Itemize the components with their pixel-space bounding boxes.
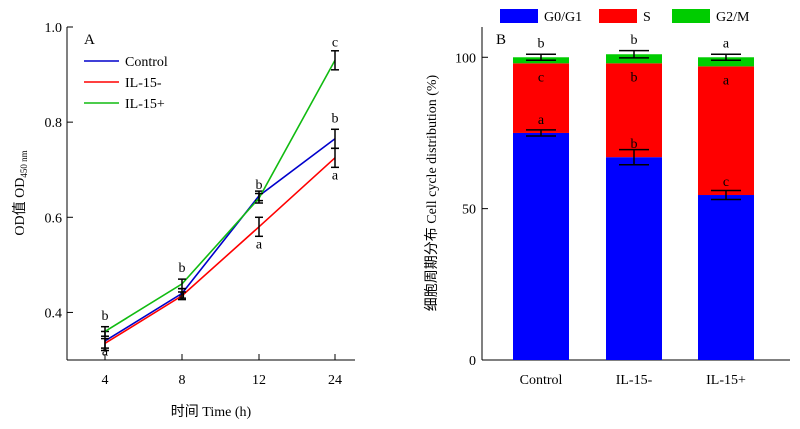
significance-label: a — [102, 344, 109, 359]
series-line-control — [104, 138, 336, 342]
bar-segment-s — [698, 66, 754, 196]
error-bar — [331, 50, 339, 71]
legend-a: Control IL-15- IL-15+ — [84, 55, 168, 112]
y-tick-label: 100 — [455, 51, 476, 66]
legend-label: G0/G1 — [544, 10, 582, 25]
bar-segment-g0-g1 — [513, 132, 569, 360]
y-tick-label: 0.4 — [45, 306, 63, 321]
significance-label: b — [631, 33, 638, 48]
y-axis-label-sub: 450 nm — [19, 150, 29, 177]
significance-label: c — [332, 35, 338, 50]
legend-swatch — [672, 9, 710, 23]
legend-b: G0/G1 S G2/M — [500, 9, 750, 25]
x-tick-label: 4 — [102, 373, 109, 388]
significance-label: b — [179, 261, 186, 276]
legend-swatch — [500, 9, 538, 23]
bar-segment-g0-g1 — [606, 157, 662, 360]
legend-label: S — [643, 10, 651, 25]
error-bar — [255, 192, 263, 204]
error-bar — [255, 216, 263, 238]
significance-label: b — [102, 309, 109, 324]
significance-label: a — [723, 36, 730, 51]
error-bar — [178, 291, 186, 301]
significance-label: b — [631, 70, 638, 85]
x-tick-label: IL-15+ — [706, 373, 746, 388]
significance-label: b — [332, 111, 339, 126]
error-bar — [526, 53, 556, 62]
error-bar — [619, 148, 649, 166]
x-tick-label: 24 — [328, 373, 342, 388]
significance-label: a — [723, 73, 730, 88]
error-bar — [526, 129, 556, 137]
x-tick-label: 12 — [252, 373, 266, 388]
error-bar — [711, 53, 741, 62]
panel-label-b: B — [496, 32, 506, 48]
error-bar — [178, 278, 186, 290]
error-bar — [331, 147, 339, 169]
legend-swatch — [599, 9, 637, 23]
significance-label: b — [538, 36, 545, 51]
bar-segment-g0-g1 — [698, 195, 754, 360]
error-bar — [711, 189, 741, 201]
panel-label-a: A — [84, 32, 95, 48]
error-bar — [619, 49, 649, 59]
y-axis-label: 细胞周期分布 Cell cycle distribution (%) — [424, 74, 440, 311]
significance-label: b — [631, 137, 638, 152]
x-axis-label: 时间 Time (h) — [171, 404, 252, 420]
y-tick-label: 0.8 — [45, 116, 63, 131]
panel-a: 0.4 0.6 0.8 1.0 4 8 12 24 A 时间 Time (h) OD值 OD450 … — [12, 21, 355, 420]
significance-label: c — [538, 70, 544, 85]
legend-label: IL-15+ — [125, 97, 165, 112]
error-bar — [101, 325, 109, 337]
bar-segment-s — [513, 63, 569, 133]
y-tick-label: 50 — [462, 203, 476, 218]
y-axis-label: OD值 OD450 nm — [12, 150, 29, 235]
significance-label: b — [256, 178, 263, 193]
y-tick-label: 0.6 — [45, 211, 63, 226]
legend-label: G2/M — [716, 10, 750, 25]
significance-label: a — [538, 113, 545, 128]
significance-label: c — [723, 175, 729, 190]
x-tick-label: Control — [520, 373, 563, 388]
series-line-il-15- — [104, 59, 336, 333]
y-tick-label: 1.0 — [45, 21, 63, 36]
y-axis-label-main: OD值 OD — [12, 178, 28, 236]
error-bar — [101, 337, 109, 349]
significance-label: a — [179, 287, 186, 302]
bar-segment-g2-m — [606, 54, 662, 64]
significance-label: a — [256, 237, 263, 252]
panel-b: 0 50 100 Control IL-15- IL-15+ B 细胞周期分布 Cell cy… — [424, 9, 790, 388]
bar-segment-g2-m — [698, 57, 754, 67]
error-bar — [331, 128, 339, 150]
significance-label: a — [332, 168, 339, 183]
x-tick-label: 8 — [179, 373, 186, 388]
y-tick-label: 0 — [469, 354, 476, 369]
bar-segment-s — [606, 63, 662, 158]
legend-label: Control — [125, 55, 168, 70]
series-line-il-15- — [104, 157, 336, 345]
legend-label: IL-15- — [125, 76, 162, 91]
x-tick-label: IL-15- — [616, 373, 653, 388]
